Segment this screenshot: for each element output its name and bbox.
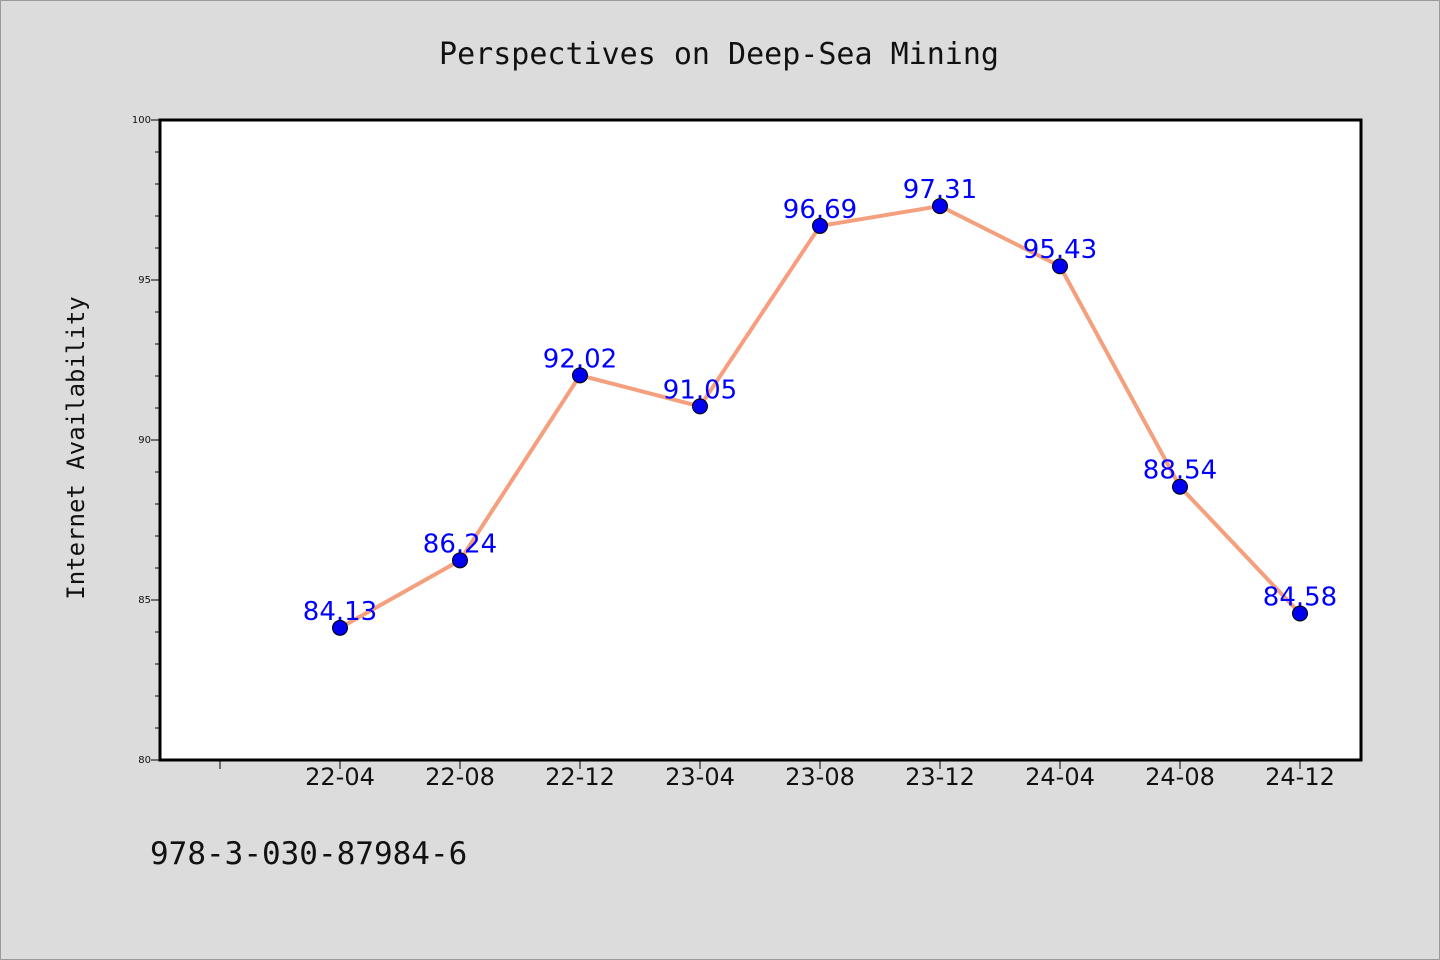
y-tick-label: 80 <box>138 755 151 766</box>
x-tick-label: 24-12 <box>1265 763 1335 791</box>
data-point <box>332 619 348 636</box>
x-tick-label: 23-04 <box>665 763 735 791</box>
data-label: 95.43 <box>1023 235 1097 265</box>
x-tick-label: 23-08 <box>785 763 855 791</box>
y-axis: 80 85 90 95 100 <box>132 115 160 766</box>
x-tick-label: 23-12 <box>905 763 975 791</box>
x-tick-label: 24-08 <box>1145 763 1215 791</box>
data-label: 86.24 <box>423 529 497 559</box>
data-label: 96.69 <box>783 195 857 225</box>
data-label: 92.02 <box>543 344 617 374</box>
data-point <box>932 198 948 215</box>
data-label: 97.31 <box>903 175 977 205</box>
series-layer: 84.13 86.24 92.02 91.05 96.69 97.31 95.43 88.54… <box>303 175 1337 636</box>
plot-area <box>160 120 1361 760</box>
y-tick-label: 90 <box>138 435 151 446</box>
data-label: 84.58 <box>1263 582 1337 612</box>
data-label: 88.54 <box>1143 456 1217 486</box>
x-axis: 22-04 22-08 22-12 23-04 23-08 23-12 24-04 24-08… <box>219 760 1335 791</box>
data-point <box>1292 605 1308 622</box>
data-point <box>692 398 708 415</box>
data-point <box>812 217 828 234</box>
y-axis-label: Internet Availability <box>62 296 90 599</box>
data-point <box>1172 478 1188 495</box>
isbn-footer: 978-3-030-87984-6 <box>150 836 467 872</box>
data-point <box>572 367 588 384</box>
plot-border <box>158 118 1363 762</box>
y-tick-label: 95 <box>138 275 151 286</box>
chart-title: Perspectives on Deep-Sea Mining <box>439 37 999 72</box>
x-tick-label: 22-08 <box>425 763 495 791</box>
x-tick-label: 24-04 <box>1025 763 1095 791</box>
y-tick-label: 100 <box>132 115 151 126</box>
data-label: 84.13 <box>303 597 377 627</box>
data-label: 91.05 <box>663 375 737 405</box>
x-tick-label: 22-12 <box>545 763 615 791</box>
data-point <box>1052 258 1068 275</box>
data-point <box>452 552 468 569</box>
x-tick-label: 22-04 <box>305 763 375 791</box>
y-tick-label: 85 <box>138 595 151 606</box>
